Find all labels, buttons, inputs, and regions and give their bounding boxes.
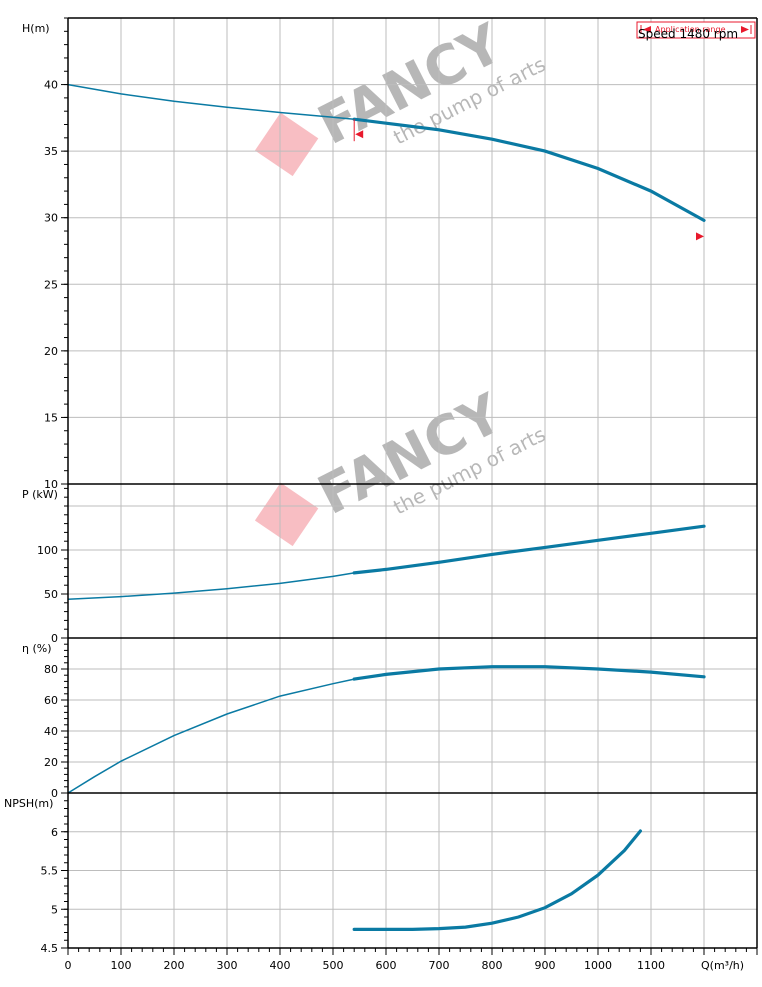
head-tick-label: 25 (44, 278, 58, 291)
efficiency-tick-label: 0 (51, 787, 58, 800)
efficiency-curve-operating (352, 665, 706, 681)
curves-layer (67, 83, 706, 931)
x-tick-label: 600 (376, 959, 397, 972)
head-tick-label: 30 (44, 212, 58, 225)
legend-range-label: Application range (655, 25, 726, 34)
watermark-middle: FANCY the pump of arts (254, 381, 549, 547)
watermark-layer: FANCY the pump of arts FANCY the pump of… (254, 11, 549, 547)
range-end-marker-icon (696, 232, 704, 241)
x-tick-label: 700 (429, 959, 450, 972)
legend-frame (636, 21, 756, 39)
npsh-tick-label: 6 (51, 826, 58, 839)
power-curve-operating (352, 524, 706, 575)
head-curve-operating (352, 117, 706, 222)
frame-layer (61, 17, 758, 955)
x-axis-title: Q(m³/h) (701, 959, 744, 972)
efficiency-tick-label: 40 (44, 725, 58, 738)
x-tick-label: 1100 (637, 959, 665, 972)
head-tick-label: 10 (44, 478, 58, 491)
head-tick-label: 20 (44, 345, 58, 358)
head-tick-label: 15 (44, 411, 58, 424)
power-tick-label: 100 (37, 544, 58, 557)
npsh-curve-operating (352, 829, 642, 931)
power-curve-thin (67, 572, 355, 601)
power-axis-title: P (kW) (22, 488, 58, 501)
x-tick-label: 500 (323, 959, 344, 972)
x-tick-label: 900 (535, 959, 556, 972)
efficiency-tick-label: 60 (44, 694, 58, 707)
watermark-logo-icon (254, 482, 319, 547)
x-tick-label: 300 (217, 959, 238, 972)
npsh-tick-label: 5.5 (41, 865, 59, 878)
head-tick-label: 35 (44, 145, 58, 158)
x-tick-label: 800 (482, 959, 503, 972)
watermark-top: FANCY the pump of arts (254, 11, 549, 177)
x-tick-label: 100 (111, 959, 132, 972)
head-curve-thin (67, 83, 355, 120)
x-tick-label: 200 (164, 959, 185, 972)
efficiency-tick-label: 80 (44, 663, 58, 676)
power-tick-label: 50 (44, 588, 58, 601)
head-tick-label: 40 (44, 79, 58, 92)
efficiency-curve-thin (67, 678, 355, 794)
x-tick-label: 0 (65, 959, 72, 972)
grid-layer (68, 18, 757, 948)
npsh-tick-label: 5 (51, 903, 58, 916)
legend-left-arrow-icon (643, 26, 651, 33)
x-tick-label: 400 (270, 959, 291, 972)
legend-right-arrow-icon (741, 26, 749, 33)
npsh-tick-label: 4.5 (41, 942, 59, 955)
range-start-marker-icon (355, 130, 364, 139)
npsh-axis-title: NPSH(m) (4, 797, 53, 810)
legend-box: Application range Speed 1480 rpm (636, 21, 756, 41)
efficiency-axis-title: η (%) (22, 642, 52, 655)
legend-speed-label: Speed 1480 rpm (638, 27, 738, 41)
head-axis-title: H(m) (22, 22, 50, 35)
efficiency-tick-label: 20 (44, 756, 58, 769)
power-tick-label: 0 (51, 632, 58, 645)
watermark-logo-icon (254, 112, 319, 177)
x-tick-label: 1000 (584, 959, 612, 972)
